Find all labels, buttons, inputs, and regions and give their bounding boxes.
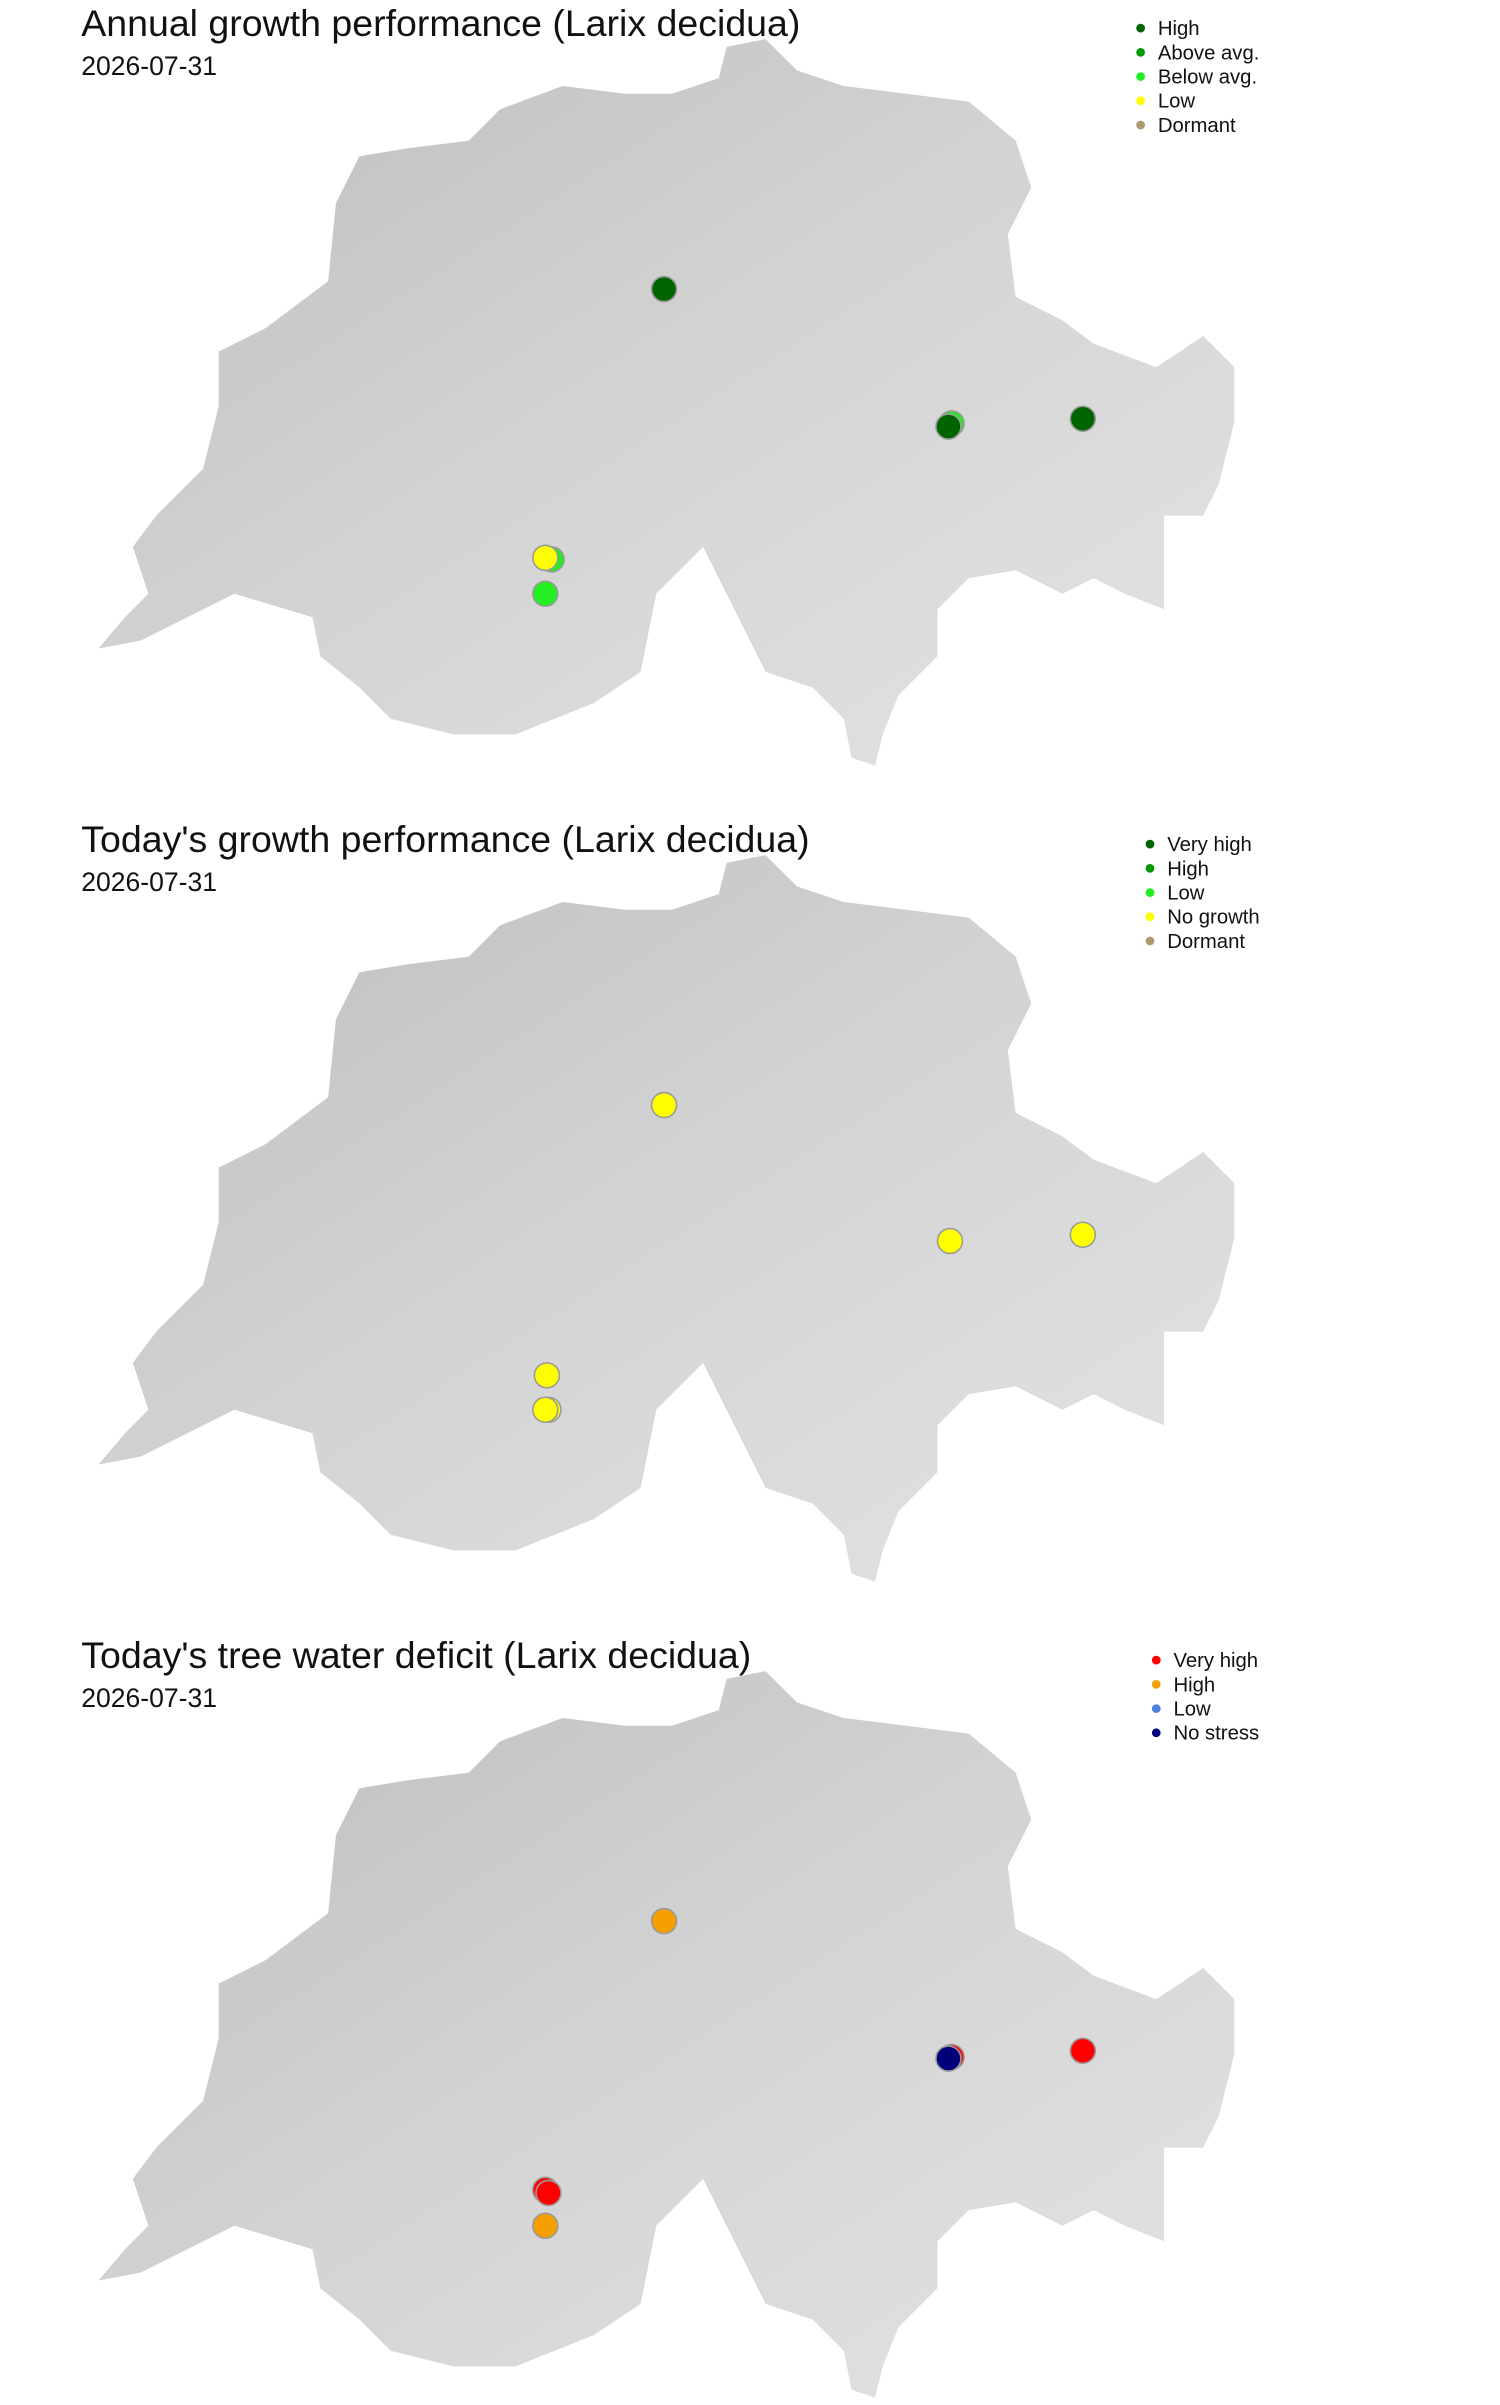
legend-marker: [1136, 96, 1145, 106]
site-point: [1069, 2037, 1097, 2065]
legend-marker: [1145, 863, 1155, 873]
legend-marker: [1145, 912, 1155, 922]
legend-label: Low: [1173, 1698, 1211, 1720]
country-map: [98, 39, 1235, 766]
site-point: [533, 1362, 561, 1389]
legend-marker: [1145, 888, 1155, 897]
legend-label: No growth: [1167, 907, 1260, 929]
legend-label: No stress: [1173, 1723, 1259, 1745]
legend-marker: [1136, 72, 1145, 81]
panel-date: 2026-07-31: [81, 867, 217, 897]
legend-label: High: [1173, 1674, 1215, 1696]
site-point: [532, 580, 559, 608]
site-point: [650, 1907, 678, 1935]
legend-label: Low: [1167, 882, 1205, 904]
country-map: [98, 1671, 1235, 2398]
site-point: [535, 2179, 562, 2207]
legend-label: Below avg.: [1158, 66, 1257, 88]
site-point: [650, 275, 678, 303]
site-point: [935, 2045, 962, 2072]
panel-date: 2026-07-31: [81, 51, 217, 81]
site-point: [532, 2212, 559, 2240]
legend-label: Dormant: [1158, 115, 1236, 137]
legend-label: Dormant: [1167, 931, 1245, 953]
legend-marker: [1151, 1728, 1161, 1738]
map-panel: Annual growth performance (Larix decidua…: [81, 2, 1259, 766]
legend-label: Very high: [1173, 1650, 1258, 1672]
map-panel: Today's tree water deficit (Larix decidu…: [81, 1634, 1259, 2398]
site-point: [936, 1227, 964, 1255]
legend-marker: [1136, 120, 1145, 130]
legend-label: High: [1167, 858, 1209, 880]
legend-label: Low: [1158, 91, 1196, 113]
country-map: [98, 855, 1235, 1582]
site-point: [532, 1396, 559, 1424]
site-point: [935, 413, 962, 440]
legend-marker: [1136, 47, 1145, 57]
legend-marker: [1151, 1704, 1161, 1713]
panel-title: Annual growth performance (Larix decidua…: [81, 2, 800, 44]
site-point: [1069, 405, 1097, 433]
site-point: [650, 1091, 678, 1119]
panel-title: Today's growth performance (Larix decidu…: [81, 818, 809, 860]
map-panel: Today's growth performance (Larix decidu…: [81, 818, 1260, 1582]
legend-label: Very high: [1167, 834, 1252, 856]
legend-marker: [1151, 1679, 1161, 1689]
panel-title: Today's tree water deficit (Larix decidu…: [81, 1634, 751, 1676]
legend-marker: [1151, 1655, 1161, 1665]
legend-marker: [1145, 839, 1155, 849]
site-point: [532, 544, 559, 572]
legend-marker: [1145, 936, 1155, 946]
legend-marker: [1136, 23, 1145, 33]
site-point: [1069, 1221, 1097, 1249]
panel-date: 2026-07-31: [81, 1683, 217, 1713]
legend-label: Above avg.: [1158, 42, 1260, 64]
legend-label: High: [1158, 18, 1200, 40]
